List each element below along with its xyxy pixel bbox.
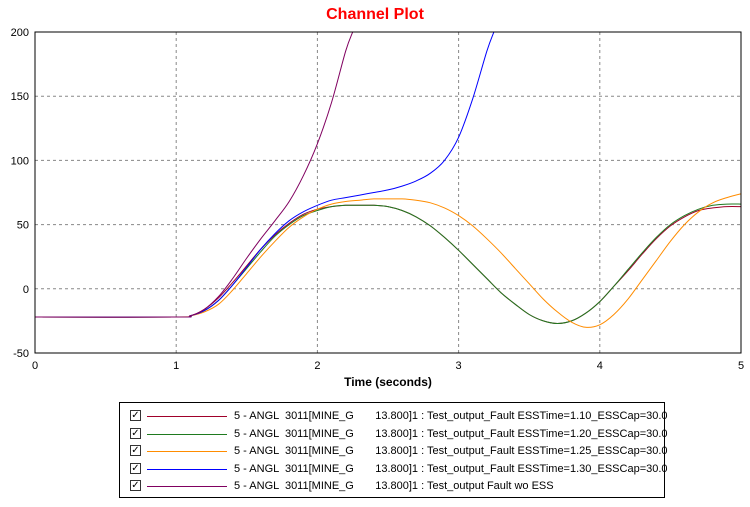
legend-swatch bbox=[147, 486, 227, 487]
x-tick-label: 1 bbox=[173, 360, 179, 372]
legend-swatch bbox=[147, 451, 227, 452]
series-line-2 bbox=[35, 203, 741, 325]
legend: ✓ 5 - ANGL 3011[MINE_G 13.800]1 : Test_ou… bbox=[119, 402, 668, 498]
y-tick-label: -50 bbox=[13, 348, 29, 360]
legend-checkbox[interactable]: ✓ bbox=[130, 445, 141, 456]
x-tick-label: 4 bbox=[597, 360, 603, 372]
grid bbox=[35, 32, 741, 353]
series-line-4 bbox=[35, 32, 495, 318]
legend-swatch bbox=[147, 468, 227, 470]
legend-checkbox[interactable]: ✓ bbox=[130, 480, 141, 491]
legend-label: 5 - ANGL 3011[MINE_G 13.800]1 : Test_out… bbox=[234, 410, 668, 422]
y-tick-label: 150 bbox=[11, 91, 29, 103]
chart-title: Channel Plot bbox=[326, 6, 424, 23]
legend-checkbox[interactable]: ✓ bbox=[130, 410, 141, 421]
legend-swatch bbox=[147, 433, 227, 435]
legend-checkbox[interactable]: ✓ bbox=[130, 462, 141, 474]
legend-label: 5 - ANGL 3011[MINE_G 13.800]1 : Test_out… bbox=[234, 445, 668, 457]
series-line-5 bbox=[35, 32, 354, 318]
legend-label: 5 - ANGL 3011[MINE_G 13.800]1 : Test_out… bbox=[234, 462, 668, 475]
legend-checkbox[interactable]: ✓ bbox=[130, 427, 141, 439]
series-line-1 bbox=[35, 204, 741, 325]
x-axis-title: Time (seconds) bbox=[344, 375, 432, 389]
legend-swatch bbox=[147, 416, 227, 417]
legend-entry-5: ✓ 5 - ANGL 3011[MINE_G 13.800]1 : Test_ou… bbox=[120, 478, 664, 496]
y-tick-label: 0 bbox=[23, 284, 29, 296]
x-tick-label: 2 bbox=[314, 360, 320, 372]
legend-entry-1: ✓ 5 - ANGL 3011[MINE_G 13.800]1 : Test_ou… bbox=[120, 408, 668, 426]
legend-entry-3: ✓ 5 - ANGL 3011[MINE_G 13.800]1 : Test_ou… bbox=[120, 443, 668, 461]
plot-frame bbox=[34, 31, 742, 354]
legend-label: 5 - ANGL 3011[MINE_G 13.800]1 : Test_out… bbox=[234, 427, 668, 440]
series-lines bbox=[35, 32, 741, 328]
x-tick-label: 5 bbox=[738, 360, 744, 372]
legend-label: 5 - ANGL 3011[MINE_G 13.800]1 : Test_out… bbox=[234, 480, 554, 492]
y-tick-label: 100 bbox=[11, 155, 29, 167]
series-line-3 bbox=[35, 193, 741, 328]
y-tick-label: 200 bbox=[11, 27, 29, 39]
legend-entry-4: ✓ 5 - ANGL 3011[MINE_G 13.800]1 : Test_ou… bbox=[120, 461, 668, 479]
x-tick-label: 3 bbox=[456, 360, 462, 372]
y-tick-label: 50 bbox=[17, 220, 29, 232]
legend-entry-2: ✓ 5 - ANGL 3011[MINE_G 13.800]1 : Test_ou… bbox=[120, 426, 668, 444]
x-tick-label: 0 bbox=[32, 360, 38, 372]
